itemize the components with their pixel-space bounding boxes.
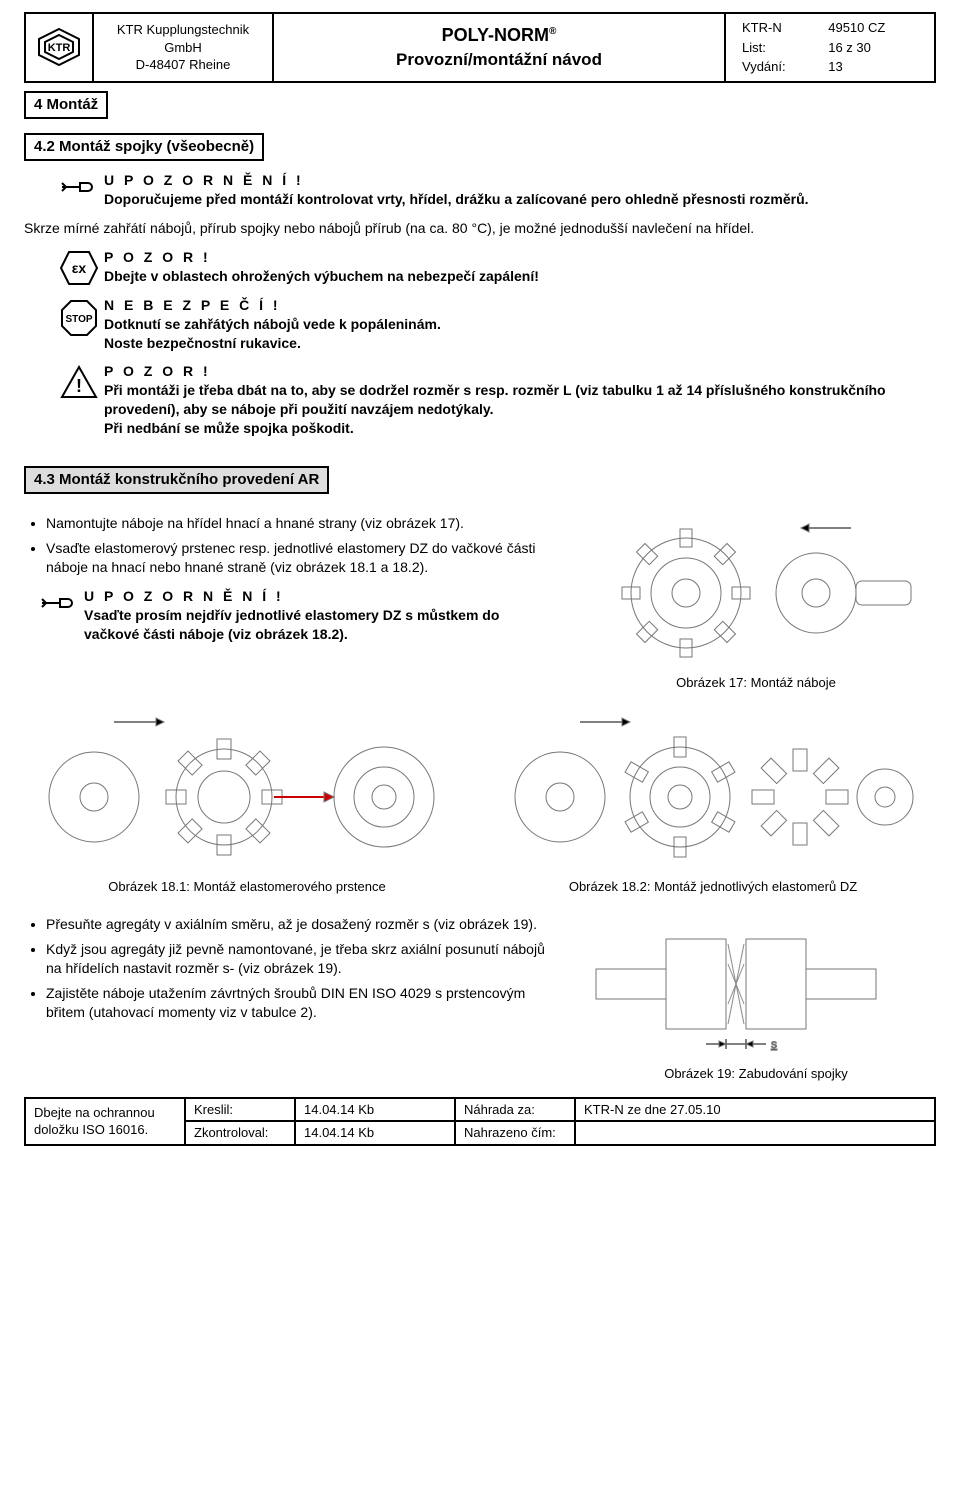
list-val: 16 z 30 — [820, 38, 926, 58]
svg-text:KTR: KTR — [48, 42, 71, 54]
replaced-val — [575, 1121, 935, 1145]
title-sub: Provozní/montážní návod — [396, 50, 602, 69]
header-title-cell: POLY-NORM® Provozní/montážní návod — [273, 13, 725, 82]
s43-upoz-text: Vsaďte prosím nejdřív jednotlivé elastom… — [84, 606, 556, 644]
s43-li3: Přesuňte agregáty v axiálním směru, až j… — [46, 915, 556, 934]
replaced-label: Nahrazeno čím: — [455, 1121, 575, 1145]
docref-val: 49510 CZ — [820, 18, 926, 38]
header-company-cell: KTR Kupplungstechnik GmbH D-48407 Rheine — [93, 13, 273, 82]
caption-18-1: Obrázek 18.1: Montáž elastomerového prst… — [24, 878, 470, 896]
ex-hex-icon: εx — [54, 248, 104, 286]
caption-18-2: Obrázek 18.2: Montáž jednotlivých elasto… — [490, 878, 936, 896]
figure-18-1-illustration — [24, 702, 454, 872]
s42-para: Skrze mírné zahřátí nábojů, přírub spojk… — [24, 219, 936, 238]
ktr-logo-icon: KTR — [34, 27, 84, 67]
company-line1: KTR Kupplungstechnik — [102, 21, 264, 39]
list-label: List: — [734, 38, 820, 58]
pozor-label-1: P O Z O R ! — [104, 248, 936, 267]
checked-val: 14.04.14 Kb — [295, 1121, 455, 1145]
issue-val: 13 — [820, 57, 926, 77]
stop-text1: Dotknutí se zahřátých nábojů vede k popá… — [104, 315, 936, 334]
header-doc-cell: KTR-N49510 CZ List:16 z 30 Vydání:13 — [725, 13, 935, 82]
title-reg: ® — [549, 26, 556, 37]
nebez-label: N E B E Z P E Č Í ! — [104, 296, 936, 315]
company-line2: GmbH — [102, 39, 264, 57]
section-4-title: 4 Montáž — [24, 91, 108, 119]
s43-li2: Vsaďte elastomerový prstenec resp. jedno… — [46, 539, 556, 577]
ex-text: Dbejte v oblastech ohrožených výbuchem n… — [104, 267, 936, 286]
svg-text:STOP: STOP — [65, 314, 92, 325]
section-4-2-title: 4.2 Montáž spojky (všeobecně) — [24, 133, 264, 161]
s43-li5: Zajistěte náboje utažením závrtných šrou… — [46, 984, 556, 1022]
company-line3: D-48407 Rheine — [102, 56, 264, 74]
tri-text2: Při nedbání se může spojka poškodit. — [104, 419, 936, 438]
caption-19: Obrázek 19: Zabudování spojky — [576, 1065, 936, 1083]
stop-text2: Noste bezpečnostní rukavice. — [104, 334, 936, 353]
s43-li1: Namontujte náboje na hřídel hnací a hnan… — [46, 514, 556, 533]
svg-text:!: ! — [76, 376, 82, 396]
checked-label: Zkontroloval: — [185, 1121, 295, 1145]
drawn-val: 14.04.14 Kb — [295, 1098, 455, 1122]
header-logo-cell: KTR — [25, 13, 93, 82]
footer-table: Dbejte na ochrannou doložku ISO 16016. K… — [24, 1097, 936, 1146]
protect1: Dbejte na ochrannou — [34, 1105, 155, 1120]
tri-text1: Při montáži je třeba dbát na to, aby se … — [104, 381, 936, 419]
warning-triangle-icon: ! — [54, 362, 104, 400]
hand-point-icon — [54, 171, 104, 201]
caption-17: Obrázek 17: Montáž náboje — [576, 674, 936, 692]
figure-17-illustration — [576, 508, 916, 668]
stop-octagon-icon: STOP — [54, 296, 104, 338]
replace-label: Náhrada za: — [455, 1098, 575, 1122]
upoz-label-2: U P O Z O R N Ě N Í ! — [84, 587, 556, 606]
s43-li4: Když jsou agregáty již pevně namontované… — [46, 940, 556, 978]
issue-label: Vydání: — [734, 57, 820, 77]
svg-text:s: s — [771, 1037, 777, 1051]
figure-18-2-illustration — [490, 702, 920, 872]
drawn-label: Kreslil: — [185, 1098, 295, 1122]
docref-label: KTR-N — [734, 18, 820, 38]
header-table: KTR KTR Kupplungstechnik GmbH D-48407 Rh… — [24, 12, 936, 83]
figure-19-illustration: s — [576, 909, 896, 1059]
section-4-3-title: 4.3 Montáž konstrukčního provedení AR — [24, 466, 329, 494]
upoz-label-1: U P O Z O R N Ě N Í ! — [104, 171, 936, 190]
upoz-text-1: Doporučujeme před montáží kontrolovat vr… — [104, 190, 936, 209]
hand-point-icon-2 — [34, 587, 84, 617]
title-brand: POLY-NORM — [442, 25, 549, 45]
replace-val: KTR-N ze dne 27.05.10 — [575, 1098, 935, 1122]
svg-text:εx: εx — [72, 260, 87, 276]
protect2: doložku ISO 16016. — [34, 1122, 148, 1137]
pozor-label-2: P O Z O R ! — [104, 362, 936, 381]
